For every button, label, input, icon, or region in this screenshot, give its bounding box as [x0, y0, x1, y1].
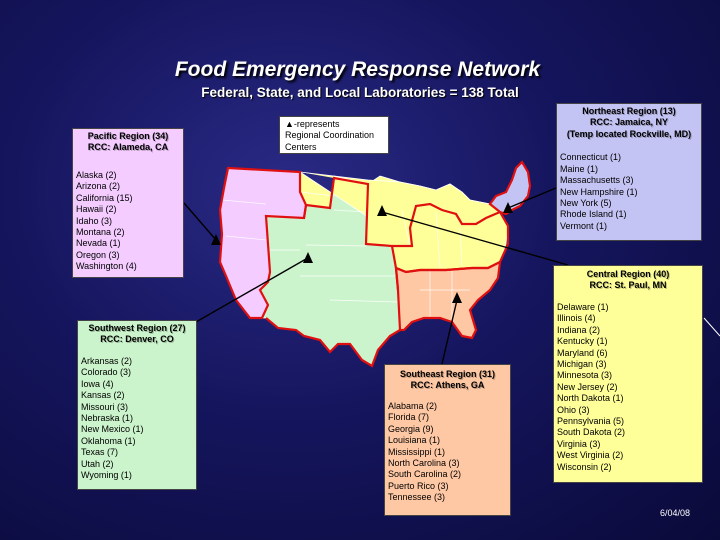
pacific-heading: Pacific Region (34) — [87, 131, 169, 141]
central-region-box: Central Region (40) RCC: St. Paul, MN De… — [553, 265, 703, 483]
southeast-rcc: RCC: Athens, GA — [410, 380, 485, 391]
state-list-item: Texas (7) — [81, 447, 119, 458]
rcc-marker-alameda — [211, 234, 221, 245]
state-list-item: Arizona (2) — [76, 181, 121, 192]
state-list-item: Idaho (3) — [76, 215, 113, 226]
legend-text-line3: Centers — [285, 141, 317, 152]
state-list-item: New Hampshire (1) — [560, 186, 638, 197]
rcc-marker-athens — [452, 292, 462, 303]
southwest-heading: Southwest Region (27) — [88, 323, 186, 333]
southwest-connector — [195, 258, 307, 323]
rcc-marker-jamaica — [503, 202, 513, 213]
state-list-item: Indiana (2) — [557, 324, 601, 335]
state-list-item: Pennsylvania (5) — [557, 416, 625, 427]
northeast-heading: Northeast Region (13) — [582, 106, 676, 116]
northeast-connector — [507, 187, 557, 209]
state-list-item: North Dakota (1) — [557, 393, 624, 404]
central-heading: Central Region (40) — [586, 269, 670, 279]
state-list-item: Kentucky (1) — [557, 336, 608, 347]
state-list-item: West Virginia (2) — [557, 450, 624, 461]
state-list-item: Georgia (9) — [388, 423, 434, 434]
state-list-item: Virginia (3) — [557, 438, 601, 449]
state-list-item: Kansas (2) — [81, 390, 125, 401]
southeast-heading: Southeast Region (31) — [399, 369, 495, 379]
southwest-region-box: Southwest Region (27) RCC: Denver, CO Ar… — [77, 320, 197, 490]
state-list-item: California (15) — [76, 192, 133, 203]
pacific-region-box: Pacific Region (34) RCC: Alameda, CA Ala… — [72, 128, 184, 278]
southwest-state-list: Arkansas (2) Colorado (3) Iowa (4) Kansas (… — [81, 356, 193, 482]
state-list-item: Puerto Rico (3) — [388, 480, 449, 491]
state-list-item: Hawaii (2) — [76, 204, 117, 215]
central-rcc: RCC: St. Paul, MN — [589, 280, 667, 291]
state-list-item: Ohio (3) — [557, 404, 590, 415]
state-list-item: South Dakota (2) — [557, 427, 626, 438]
state-list-item: Wisconsin (2) — [557, 461, 612, 472]
state-list-item: South Carolina (2) — [388, 469, 462, 480]
state-list-item: Colorado (3) — [81, 367, 132, 378]
rcc-marker-st-paul — [377, 205, 387, 216]
state-list-item: New Jersey (2) — [557, 381, 618, 392]
southeast-state-list: Alabama (2) Florida (7) Georgia (9) Louisia… — [388, 401, 507, 504]
state-list-item: Louisiana (1) — [388, 435, 441, 446]
state-list-item: Massachusetts (3) — [560, 175, 634, 186]
slide-mark-line — [703, 317, 720, 337]
state-list-item: Rhode Island (1) — [560, 209, 627, 220]
state-list-item: Alabama (2) — [388, 400, 438, 411]
state-list-item: Arkansas (2) — [81, 355, 133, 366]
page-subtitle: Federal, State, and Local Laboratories =… — [201, 85, 519, 100]
southeast-connector — [441, 299, 458, 365]
state-list-item: Connecticut (1) — [560, 152, 622, 163]
state-list-item: Minnesota (3) — [557, 370, 613, 381]
legend-text-line1: -represents — [293, 119, 340, 129]
state-list-item: Nevada (1) — [76, 238, 121, 249]
state-list-item: New York (5) — [560, 197, 612, 208]
rcc-marker-denver — [303, 252, 313, 263]
state-list-item: Oklahoma (1) — [81, 435, 136, 446]
state-list-item: Maine (1) — [560, 163, 599, 174]
central-state-list: Delaware (1) Illinois (4) Indiana (2) Kentu… — [557, 302, 699, 473]
southeast-region-area — [395, 261, 501, 339]
central-connector — [381, 211, 569, 266]
state-list-item: Tennessee (3) — [388, 492, 446, 503]
state-list-item: Oregon (3) — [76, 249, 120, 260]
state-list-item: Nebraska (1) — [81, 412, 134, 423]
pacific-state-list: Alaska (2) Arizona (2) California (15) Hawa… — [76, 170, 180, 273]
state-list-item: Michigan (3) — [557, 358, 607, 369]
southeast-region-box: Southeast Region (31) RCC: Athens, GA Al… — [384, 364, 511, 516]
northeast-rcc-note: (Temp located Rockville, MD) — [566, 128, 692, 139]
state-list-item: Wyoming (1) — [81, 470, 132, 481]
southwest-rcc: RCC: Denver, CO — [100, 334, 174, 345]
state-list-item: North Carolina (3) — [388, 457, 460, 468]
state-list-item: Alaska (2) — [76, 169, 117, 180]
northeast-state-list: Connecticut (1) Maine (1) Massachusetts (3… — [560, 152, 698, 232]
northeast-region-box: Northeast Region (13) RCC: Jamaica, NY (… — [556, 103, 702, 241]
state-list-item: New Mexico (1) — [81, 424, 144, 435]
legend-box: ▲-represents Regional Coordination Cente… — [279, 116, 389, 154]
pacific-connector — [183, 202, 217, 241]
slide-date: 6/04/08 — [660, 508, 691, 518]
pacific-rcc: RCC: Alameda, CA — [87, 142, 169, 153]
state-list-item: Illinois (4) — [557, 313, 596, 324]
state-list-item: Montana (2) — [76, 226, 125, 237]
state-list-item: Vermont (1) — [560, 220, 608, 231]
legend-text-line2: Regional Coordination — [285, 130, 375, 141]
state-list-item: Mississippi (1) — [388, 446, 446, 457]
state-list-item: Iowa (4) — [81, 378, 114, 389]
state-list-item: Utah (2) — [81, 458, 114, 469]
page-title: Food Emergency Response Network — [174, 58, 541, 81]
state-list-item: Washington (4) — [76, 261, 137, 272]
northeast-rcc: RCC: Jamaica, NY — [589, 117, 669, 128]
state-list-item: Florida (7) — [388, 412, 430, 423]
state-list-item: Missouri (3) — [81, 401, 129, 412]
triangle-icon: ▲ — [285, 119, 294, 129]
state-list-item: Delaware (1) — [557, 301, 609, 312]
northeast-region-area — [489, 161, 531, 215]
state-list-item: Maryland (6) — [557, 347, 608, 358]
